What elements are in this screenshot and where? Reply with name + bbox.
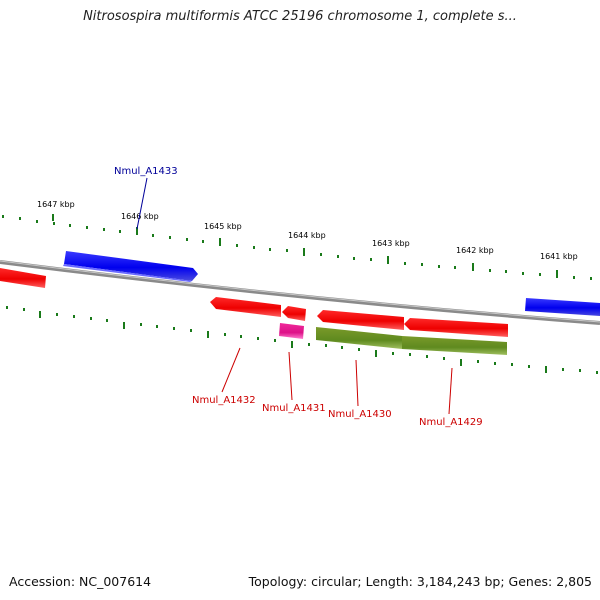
gene-nmul-a1432[interactable] xyxy=(210,297,281,317)
leader-nmul-a1431 xyxy=(288,351,293,401)
label-nmul-a1431: Nmul_A1431 xyxy=(262,403,326,414)
label-nmul-a1432: Nmul_A1432 xyxy=(192,395,256,406)
leader-nmul-a1430 xyxy=(355,359,359,407)
gene-nmul-a1430[interactable] xyxy=(317,310,404,330)
accession-text: Accession: NC_007614 xyxy=(9,574,152,589)
label-nmul-a1429: Nmul_A1429 xyxy=(419,417,483,428)
tick-label-1647: 1647 kbp xyxy=(37,200,75,209)
leader-nmul-a1429 xyxy=(448,367,453,415)
gene-left-partial[interactable] xyxy=(0,268,46,288)
outer-scale-track xyxy=(2,215,592,280)
genome-summary-text: Topology: circular; Length: 3,184,243 bp… xyxy=(248,574,592,589)
gene-labels: Nmul_A1433 Nmul_A1432 Nmul_A1431 Nmul_A1… xyxy=(114,166,483,428)
chromosome-backbone-highlight xyxy=(0,260,600,323)
feature-rna-pink[interactable] xyxy=(279,323,304,339)
outer-scale-labels: 1647 kbp 1646 kbp 1645 kbp 1644 kbp 1643… xyxy=(37,200,578,261)
gene-right-partial[interactable] xyxy=(525,298,600,316)
label-nmul-a1430: Nmul_A1430 xyxy=(328,409,392,420)
gene-nmul-a1429[interactable] xyxy=(404,318,508,337)
coding-region-olive-2[interactable] xyxy=(402,336,507,355)
leader-nmul-a1433 xyxy=(136,177,148,230)
label-leaders xyxy=(136,177,453,415)
label-nmul-a1433: Nmul_A1433 xyxy=(114,166,178,177)
tick-label-1645: 1645 kbp xyxy=(204,222,242,231)
page-title: Nitrosospira multiformis ATCC 25196 chro… xyxy=(83,9,517,24)
tick-label-1641: 1641 kbp xyxy=(540,252,578,261)
leader-nmul-a1432 xyxy=(221,347,241,393)
gene-features xyxy=(0,251,600,355)
tick-label-1644: 1644 kbp xyxy=(288,231,326,240)
tick-label-1642: 1642 kbp xyxy=(456,246,494,255)
inner-scale-track xyxy=(6,306,598,374)
gene-nmul-a1433[interactable] xyxy=(63,251,198,282)
gene-nmul-a1431[interactable] xyxy=(282,306,306,321)
tick-label-1643: 1643 kbp xyxy=(372,239,410,248)
coding-region-olive-1[interactable] xyxy=(316,327,402,349)
chromosome-backbone xyxy=(0,260,600,325)
